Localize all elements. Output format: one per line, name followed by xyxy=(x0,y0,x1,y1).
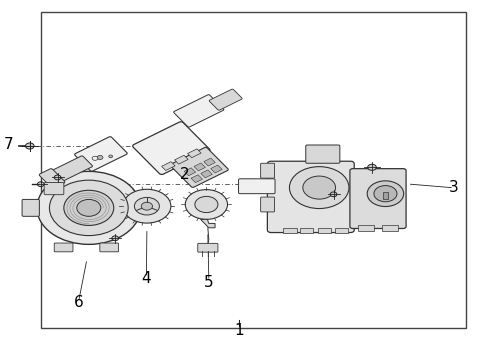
Circle shape xyxy=(25,143,34,149)
Circle shape xyxy=(49,180,128,236)
Text: 5: 5 xyxy=(204,275,214,290)
Bar xyxy=(318,228,331,233)
FancyBboxPatch shape xyxy=(267,161,354,233)
Polygon shape xyxy=(201,219,215,228)
FancyBboxPatch shape xyxy=(74,137,127,171)
FancyBboxPatch shape xyxy=(174,95,224,127)
Text: 7: 7 xyxy=(4,137,13,152)
FancyBboxPatch shape xyxy=(306,145,340,163)
Circle shape xyxy=(77,199,101,216)
FancyBboxPatch shape xyxy=(39,169,65,188)
Circle shape xyxy=(134,197,159,215)
FancyBboxPatch shape xyxy=(198,243,218,252)
Bar xyxy=(184,168,196,176)
FancyBboxPatch shape xyxy=(350,169,406,228)
Bar xyxy=(162,162,175,170)
Bar xyxy=(188,149,201,158)
FancyBboxPatch shape xyxy=(261,197,275,212)
Circle shape xyxy=(97,155,103,160)
Circle shape xyxy=(289,167,349,209)
Bar xyxy=(41,12,466,328)
FancyBboxPatch shape xyxy=(209,89,242,110)
Circle shape xyxy=(54,175,61,180)
Text: 2: 2 xyxy=(180,167,190,182)
Text: 3: 3 xyxy=(449,180,458,195)
Circle shape xyxy=(195,196,218,213)
Bar xyxy=(175,155,188,164)
Bar xyxy=(201,170,212,178)
FancyBboxPatch shape xyxy=(49,156,93,183)
Text: 1: 1 xyxy=(234,323,244,338)
Bar xyxy=(382,225,398,231)
Text: 6: 6 xyxy=(74,295,84,310)
FancyBboxPatch shape xyxy=(22,199,39,216)
Circle shape xyxy=(368,164,376,170)
Bar xyxy=(204,158,215,166)
Circle shape xyxy=(374,186,397,202)
FancyBboxPatch shape xyxy=(100,243,119,252)
FancyBboxPatch shape xyxy=(132,122,210,174)
Bar xyxy=(194,163,205,171)
Circle shape xyxy=(109,155,113,158)
FancyBboxPatch shape xyxy=(239,179,275,194)
Circle shape xyxy=(112,236,119,241)
Circle shape xyxy=(185,190,228,219)
Circle shape xyxy=(330,192,337,197)
Bar xyxy=(383,192,388,199)
Circle shape xyxy=(64,190,114,225)
FancyBboxPatch shape xyxy=(261,163,275,178)
Bar xyxy=(358,225,374,231)
Bar xyxy=(300,228,313,233)
Bar xyxy=(335,228,348,233)
FancyBboxPatch shape xyxy=(54,243,73,252)
Circle shape xyxy=(141,202,153,210)
Bar xyxy=(191,175,203,183)
Circle shape xyxy=(303,176,336,199)
Circle shape xyxy=(92,156,98,160)
Bar xyxy=(283,228,297,233)
Circle shape xyxy=(37,171,141,244)
FancyBboxPatch shape xyxy=(170,147,228,187)
Circle shape xyxy=(37,182,44,187)
Circle shape xyxy=(123,189,171,223)
Bar xyxy=(211,165,222,173)
FancyBboxPatch shape xyxy=(44,183,64,195)
Text: 4: 4 xyxy=(142,271,151,286)
Circle shape xyxy=(367,181,404,207)
